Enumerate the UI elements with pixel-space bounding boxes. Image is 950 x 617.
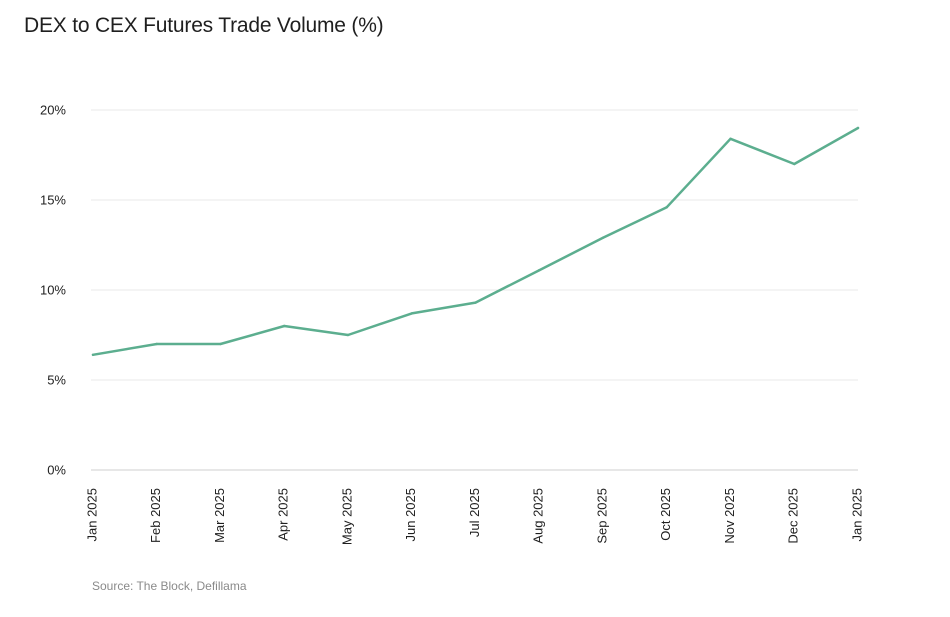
x-tick-label: Oct 2025 <box>658 488 673 541</box>
x-tick-label: Nov 2025 <box>722 488 737 544</box>
data-point <box>347 334 349 336</box>
x-axis-ticks: Jan 2025 Feb 2025 Mar 2025 Apr 2025 May 2025… <box>84 488 864 545</box>
data-point <box>474 301 476 303</box>
x-tick-label: Mar 2025 <box>212 488 227 543</box>
y-tick-label: 10% <box>40 283 66 298</box>
y-axis-ticks: 0% 5% 10% 15% 20% <box>40 103 66 478</box>
data-point <box>156 343 158 345</box>
data-point <box>283 325 285 327</box>
source-note: Source: The Block, Defillama <box>92 579 247 593</box>
y-tick-label: 0% <box>47 463 66 478</box>
x-tick-label: Dec 2025 <box>786 488 801 544</box>
series-line <box>93 128 858 355</box>
line-chart: 0% 5% 10% 15% 20% Jan 2025 Feb 2025 Mar 2025 Ap… <box>0 0 950 617</box>
series-group <box>92 127 859 356</box>
data-point <box>92 354 94 356</box>
x-tick-label: Aug 2025 <box>531 488 546 544</box>
x-tick-label: Feb 2025 <box>148 488 163 543</box>
x-tick-label: Sep 2025 <box>594 488 609 544</box>
gridlines <box>91 110 858 470</box>
x-tick-label: Jul 2025 <box>467 488 482 537</box>
x-tick-label: Jan 2025 <box>849 488 864 542</box>
y-tick-label: 20% <box>40 103 66 118</box>
data-point <box>793 163 795 165</box>
data-point <box>666 206 668 208</box>
data-point <box>602 237 604 239</box>
data-point <box>538 269 540 271</box>
y-tick-label: 15% <box>40 193 66 208</box>
data-point <box>219 343 221 345</box>
y-tick-label: 5% <box>47 373 66 388</box>
x-tick-label: Apr 2025 <box>276 488 291 541</box>
x-tick-label: Jun 2025 <box>403 488 418 542</box>
x-tick-label: May 2025 <box>339 488 354 545</box>
data-point <box>411 312 413 314</box>
data-point <box>729 138 731 140</box>
data-point <box>857 127 859 129</box>
x-tick-label: Jan 2025 <box>84 488 99 542</box>
